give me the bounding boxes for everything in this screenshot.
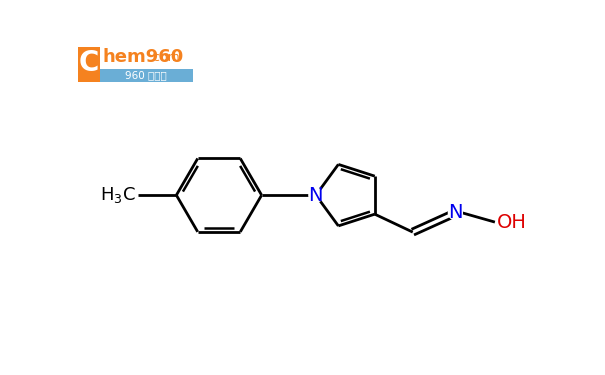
- Text: .com: .com: [149, 51, 180, 63]
- Circle shape: [309, 188, 323, 202]
- Bar: [100, 47, 192, 69]
- Text: N: N: [309, 186, 323, 205]
- Text: N: N: [448, 203, 463, 222]
- Text: C: C: [79, 49, 99, 77]
- Text: H$_3$C: H$_3$C: [100, 185, 136, 205]
- Bar: [78, 47, 192, 82]
- Text: OH: OH: [497, 213, 526, 232]
- Text: 960 化工网: 960 化工网: [125, 70, 167, 80]
- Text: hem960: hem960: [103, 48, 184, 66]
- Circle shape: [448, 206, 462, 220]
- Bar: [100, 69, 192, 82]
